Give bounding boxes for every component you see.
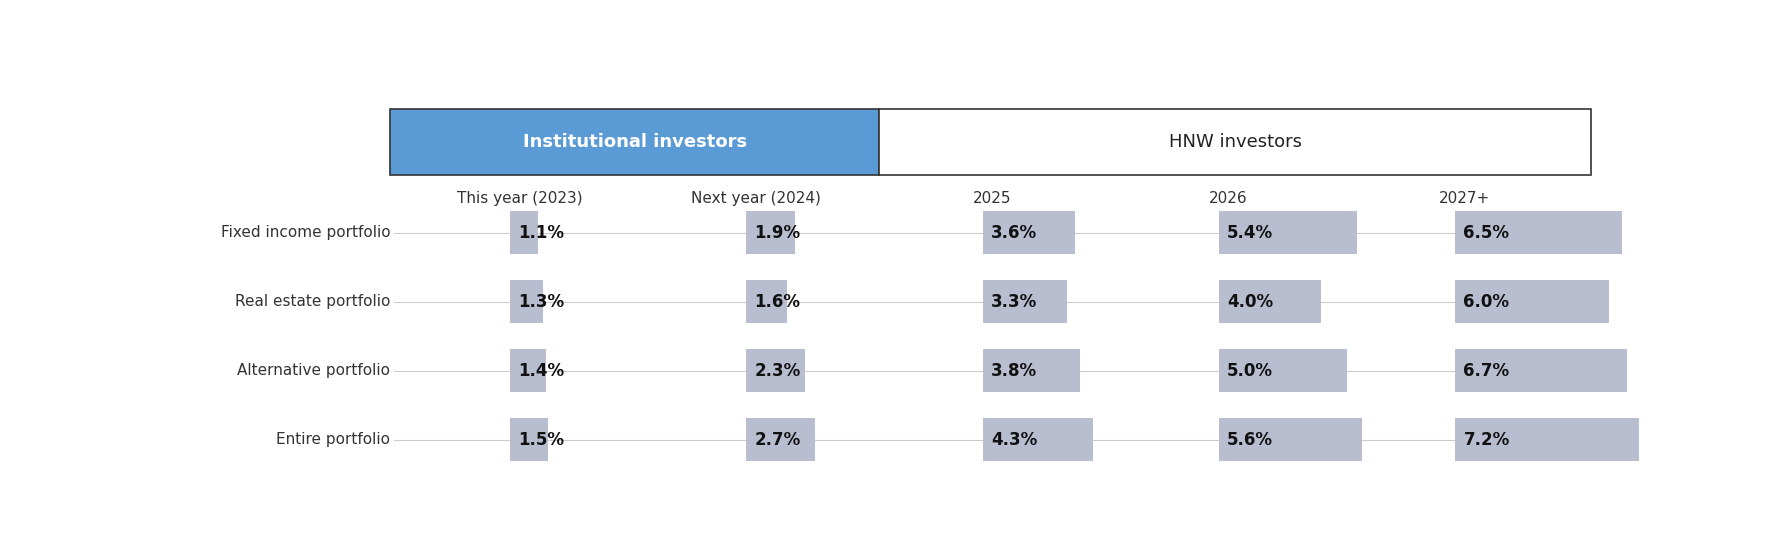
Bar	[983, 349, 1080, 392]
Bar	[1455, 418, 1640, 461]
Bar	[1455, 211, 1622, 254]
Bar	[746, 280, 787, 323]
Text: 2027+: 2027+	[1439, 190, 1491, 205]
Bar	[746, 349, 805, 392]
Text: 3.3%: 3.3%	[992, 293, 1038, 311]
Bar	[1219, 280, 1322, 323]
Text: 3.8%: 3.8%	[992, 362, 1038, 380]
Text: HNW investors: HNW investors	[1169, 132, 1303, 151]
Text: 5.6%: 5.6%	[1228, 431, 1272, 449]
Bar	[391, 109, 880, 174]
Bar	[746, 211, 794, 254]
Bar	[510, 349, 546, 392]
Text: 2026: 2026	[1208, 190, 1247, 205]
Bar	[983, 418, 1093, 461]
Text: Next year (2024): Next year (2024)	[691, 190, 821, 205]
Text: 3.6%: 3.6%	[992, 224, 1038, 242]
Bar	[1219, 211, 1358, 254]
Bar	[510, 418, 549, 461]
Text: 6.7%: 6.7%	[1464, 362, 1509, 380]
Bar	[746, 418, 816, 461]
Text: 5.0%: 5.0%	[1228, 362, 1272, 380]
Text: Institutional investors: Institutional investors	[522, 132, 746, 151]
Bar	[510, 280, 544, 323]
Bar	[880, 109, 1590, 174]
Bar	[1455, 349, 1626, 392]
Text: Fixed income portfolio: Fixed income portfolio	[220, 225, 391, 240]
Text: 1.5%: 1.5%	[519, 431, 563, 449]
Text: Entire portfolio: Entire portfolio	[275, 432, 391, 447]
Bar	[1219, 349, 1347, 392]
Text: 1.3%: 1.3%	[519, 293, 565, 311]
Text: 1.6%: 1.6%	[755, 293, 800, 311]
Text: 6.0%: 6.0%	[1464, 293, 1509, 311]
Bar	[1219, 418, 1363, 461]
Text: 7.2%: 7.2%	[1464, 431, 1510, 449]
Text: 2.3%: 2.3%	[755, 362, 801, 380]
Text: 1.9%: 1.9%	[755, 224, 801, 242]
Text: 5.4%: 5.4%	[1228, 224, 1274, 242]
Text: 1.4%: 1.4%	[519, 362, 565, 380]
Text: 4.3%: 4.3%	[992, 431, 1038, 449]
Bar	[983, 211, 1075, 254]
Bar	[983, 280, 1066, 323]
Text: 4.0%: 4.0%	[1228, 293, 1274, 311]
Bar	[1455, 280, 1608, 323]
Text: 2025: 2025	[972, 190, 1011, 205]
Text: Alternative portfolio: Alternative portfolio	[236, 363, 391, 378]
Text: 6.5%: 6.5%	[1464, 224, 1509, 242]
Text: 1.1%: 1.1%	[519, 224, 563, 242]
Text: This year (2023): This year (2023)	[457, 190, 583, 205]
Text: Real estate portfolio: Real estate portfolio	[235, 294, 391, 309]
Text: 2.7%: 2.7%	[755, 431, 801, 449]
Bar	[510, 211, 538, 254]
